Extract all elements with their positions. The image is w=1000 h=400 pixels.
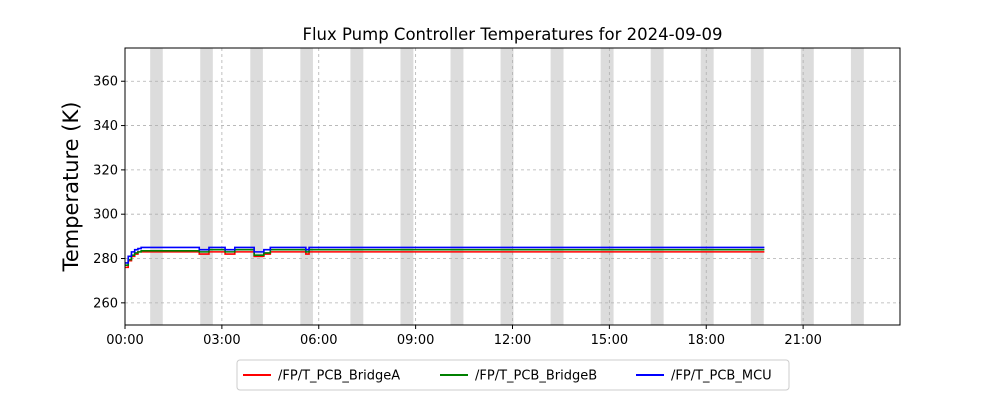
x-tick-label: 21:00: [784, 333, 821, 348]
shaded-band: [250, 48, 263, 325]
x-tick-label: 09:00: [397, 333, 434, 348]
y-tick-label: 360: [93, 75, 118, 90]
legend: /FP/T_PCB_BridgeA/FP/T_PCB_BridgeB/FP/T_…: [236, 359, 790, 391]
shaded-band: [700, 48, 714, 325]
y-tick-label: 300: [93, 208, 118, 223]
shaded-band: [550, 48, 564, 325]
shaded-band: [500, 48, 514, 325]
y-axis-label: Temperature (K): [59, 102, 83, 273]
x-tick-label: 00:00: [106, 333, 143, 348]
shaded-band: [350, 48, 364, 325]
shaded-band: [200, 48, 213, 325]
shaded-band: [750, 48, 764, 325]
x-tick-label: 12:00: [494, 333, 531, 348]
x-tick-label: 03:00: [203, 333, 240, 348]
series-line: [125, 246, 765, 264]
series-line: [125, 251, 765, 269]
x-tick-label: 15:00: [591, 333, 628, 348]
y-tick-label: 320: [93, 163, 118, 178]
shaded-band: [150, 48, 163, 325]
shaded-bands: [150, 48, 864, 325]
legend-label: /FP/T_PCB_BridgeB: [475, 369, 597, 384]
x-tick-label: 18:00: [688, 333, 725, 348]
y-tick-label: 260: [93, 296, 118, 311]
series-lines: [125, 246, 765, 269]
shaded-band: [650, 48, 664, 325]
legend-label: /FP/T_PCB_BridgeA: [278, 369, 400, 384]
y-axis: 260 280 300 320 340 360: [93, 75, 125, 311]
x-tick-label: 06:00: [300, 333, 337, 348]
shaded-band: [600, 48, 614, 325]
y-tick-label: 340: [93, 119, 118, 134]
shaded-band: [450, 48, 464, 325]
legend-box: [236, 359, 790, 391]
y-tick-label: 280: [93, 252, 118, 267]
shaded-band: [400, 48, 414, 325]
legend-label: /FP/T_PCB_MCU: [671, 369, 772, 384]
shaded-band: [800, 48, 814, 325]
chart-title: Flux Pump Controller Temperatures for 20…: [302, 25, 722, 44]
x-axis: 00:00 03:00 06:00 09:00 12:00 15:00 18:00 21:00: [106, 325, 822, 348]
shaded-band: [300, 48, 313, 325]
shaded-band: [850, 48, 864, 325]
